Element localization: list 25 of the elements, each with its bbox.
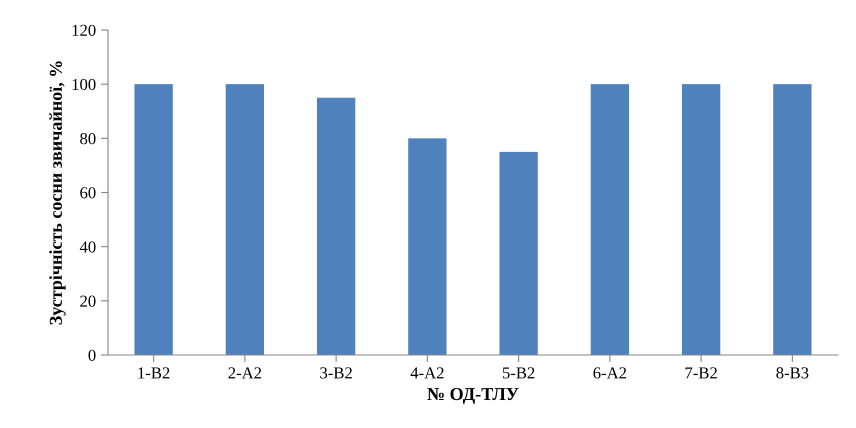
x-axis-title: № ОД-ТЛУ — [427, 388, 519, 404]
y-axis-title: Зустрічність сосни звичайної, % — [49, 61, 66, 324]
x-tick-label: 1-В2 — [138, 367, 170, 378]
x-tick-label: 3-В2 — [320, 367, 352, 379]
x-tick-label: 6-А2 — [593, 367, 626, 379]
bar — [499, 152, 538, 355]
x-tick-label: 2-А2 — [228, 367, 262, 378]
y-tick-label: 80 — [80, 133, 96, 144]
bar — [226, 84, 264, 355]
bar — [773, 84, 812, 355]
y-tick-label: 0 — [88, 350, 96, 361]
y-tick-label: 100 — [72, 78, 96, 90]
y-tick-label: 40 — [80, 241, 96, 253]
bar — [590, 84, 630, 355]
bar — [682, 84, 720, 355]
y-tick-label: 20 — [80, 296, 96, 307]
bar — [134, 84, 173, 355]
x-tick-label: 5-В2 — [502, 367, 534, 379]
x-tick-label: 8-В3 — [776, 367, 808, 379]
bar — [316, 98, 356, 355]
bar — [408, 138, 447, 355]
x-tick-label: 7-В2 — [686, 367, 717, 378]
x-tick-label: 4-А2 — [410, 367, 444, 378]
y-tick-label: 120 — [72, 24, 96, 36]
y-tick-label: 60 — [80, 187, 96, 198]
